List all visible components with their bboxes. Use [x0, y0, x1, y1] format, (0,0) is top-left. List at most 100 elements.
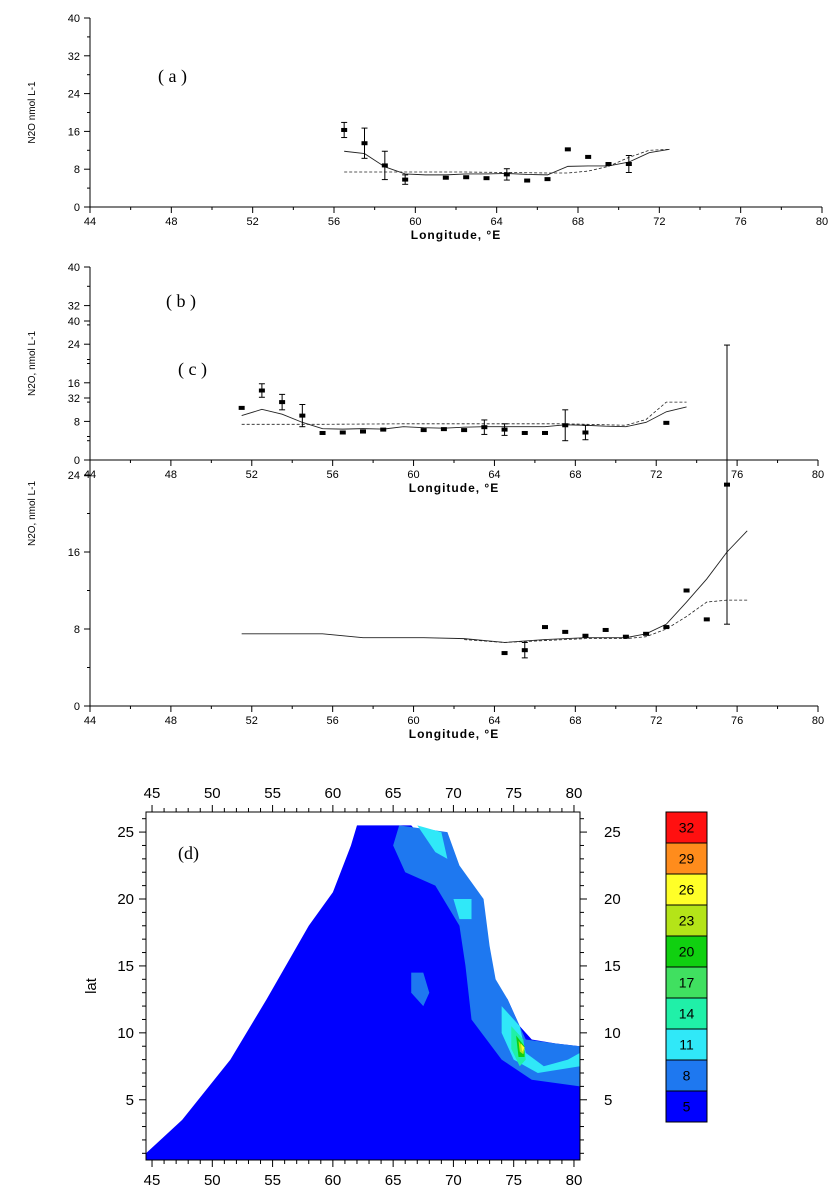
- model-dashed-line: [464, 599, 748, 643]
- y-tick-label: 32: [68, 51, 80, 63]
- x-top-tick-label: 75: [505, 785, 522, 802]
- x-tick-label: 44: [84, 216, 96, 228]
- observed-point: [683, 588, 690, 593]
- y-right-tick-label: 25: [604, 824, 621, 841]
- x-tick-label: 56: [328, 216, 340, 228]
- x-tick-label: 72: [650, 715, 662, 727]
- x-bottom-tick-label: 75: [505, 1172, 522, 1189]
- x-tick-label: 60: [409, 216, 421, 228]
- observed-point: [319, 430, 326, 435]
- panel-label: ( a ): [158, 66, 187, 87]
- contour-region-8: [393, 825, 580, 1087]
- y-tick-label: 24: [68, 89, 80, 101]
- observed-point: [381, 163, 388, 168]
- x-tick-label: 48: [165, 216, 177, 228]
- y-left-tick-label: 5: [126, 1092, 134, 1109]
- y-left-tick-label: 25: [117, 824, 134, 841]
- x-tick-label: 80: [816, 216, 828, 228]
- x-tick-label: 44: [84, 715, 96, 727]
- y-tick-label: 24: [68, 470, 80, 482]
- observed-point: [361, 141, 368, 146]
- panel-label: ( b ): [166, 291, 196, 312]
- x-bottom-tick-label: 45: [144, 1172, 161, 1189]
- observed-point: [461, 428, 468, 433]
- x-tick-label: 68: [572, 216, 584, 228]
- legend-swatch: [665, 842, 708, 875]
- panel-b: 081624324044485256606468727680Longitude,…: [27, 262, 824, 495]
- observed-point: [341, 127, 348, 132]
- x-tick-label: 76: [731, 469, 743, 481]
- model-dashed-line: [344, 148, 670, 174]
- x-top-tick-label: 65: [385, 785, 402, 802]
- y-tick-label: 24: [68, 339, 80, 351]
- x-tick-label: 76: [731, 715, 743, 727]
- observed-point: [339, 430, 346, 435]
- legend-swatch: [665, 1090, 708, 1123]
- observed-point: [402, 177, 409, 182]
- contour-region-23: [518, 1040, 525, 1055]
- contour-region-26: [520, 1043, 525, 1052]
- legend-swatch: [665, 966, 708, 999]
- legend-label: 29: [679, 851, 695, 867]
- legend-label: 26: [679, 882, 695, 898]
- legend-swatch: [665, 904, 708, 937]
- x-tick-label: 48: [165, 715, 177, 727]
- y-right-tick-label: 20: [604, 891, 621, 908]
- y-tick-label: 16: [68, 378, 80, 390]
- x-tick-label: 64: [488, 469, 500, 481]
- x-tick-label: 76: [735, 216, 747, 228]
- legend-label: 32: [679, 820, 695, 836]
- x-tick-label: 56: [327, 469, 339, 481]
- x-tick-label: 80: [812, 469, 824, 481]
- observed-point: [562, 629, 569, 634]
- legend-swatch: [665, 935, 708, 968]
- observed-point: [703, 617, 710, 622]
- y-tick-label: 16: [68, 126, 80, 138]
- legend-label: 11: [679, 1037, 694, 1053]
- y-right-tick-label: 15: [604, 958, 621, 975]
- y-left-tick-label: 15: [117, 958, 134, 975]
- observed-point: [724, 482, 730, 487]
- legend-swatch: [665, 811, 708, 844]
- legend-swatch: [665, 1059, 708, 1092]
- y-tick-label: 8: [74, 416, 80, 428]
- x-top-tick-label: 60: [325, 785, 342, 802]
- x-tick-label: 52: [247, 216, 259, 228]
- model-solid-line: [241, 530, 748, 643]
- observed-point: [625, 162, 632, 167]
- y-axis-title: N2O, nmol L-1: [27, 331, 38, 396]
- observed-point: [442, 175, 449, 180]
- observed-point: [521, 648, 528, 653]
- x-top-tick-label: 45: [144, 785, 161, 802]
- y-left-tick-label: 20: [117, 891, 134, 908]
- observed-point: [521, 430, 528, 435]
- y-tick-label: 16: [68, 547, 80, 559]
- observed-point: [544, 177, 551, 182]
- x-tick-label: 64: [491, 216, 503, 228]
- observed-point: [585, 154, 592, 159]
- y-axis-title: N2O, nmol L-1: [27, 481, 38, 546]
- y-axis-title: N2O nmol L-1: [27, 81, 38, 144]
- y-right-tick-label: 10: [604, 1025, 621, 1042]
- legend-label: 17: [679, 975, 695, 991]
- observed-point: [501, 427, 508, 432]
- legend-swatch: [665, 873, 708, 906]
- y-tick-label: 40: [68, 262, 80, 274]
- x-tick-label: 80: [812, 715, 824, 727]
- observed-point: [238, 405, 245, 410]
- model-dashed-line: [241, 401, 687, 426]
- panel-label: (d): [178, 843, 199, 864]
- x-tick-label: 52: [246, 469, 258, 481]
- panel-a: 0 8 16 24 32 40 44 48 52 56 60 64 68 72 76 80 Longitude,…: [27, 13, 828, 242]
- x-top-tick-label: 55: [264, 785, 281, 802]
- legend-label: 8: [683, 1068, 691, 1084]
- y-axis-title: lat: [83, 977, 100, 994]
- y-right-tick-label: 5: [604, 1092, 612, 1109]
- y-tick-label: 32: [68, 393, 80, 405]
- model-solid-line: [241, 406, 687, 430]
- legend-swatch: [665, 997, 708, 1030]
- x-tick-label: 52: [246, 715, 258, 727]
